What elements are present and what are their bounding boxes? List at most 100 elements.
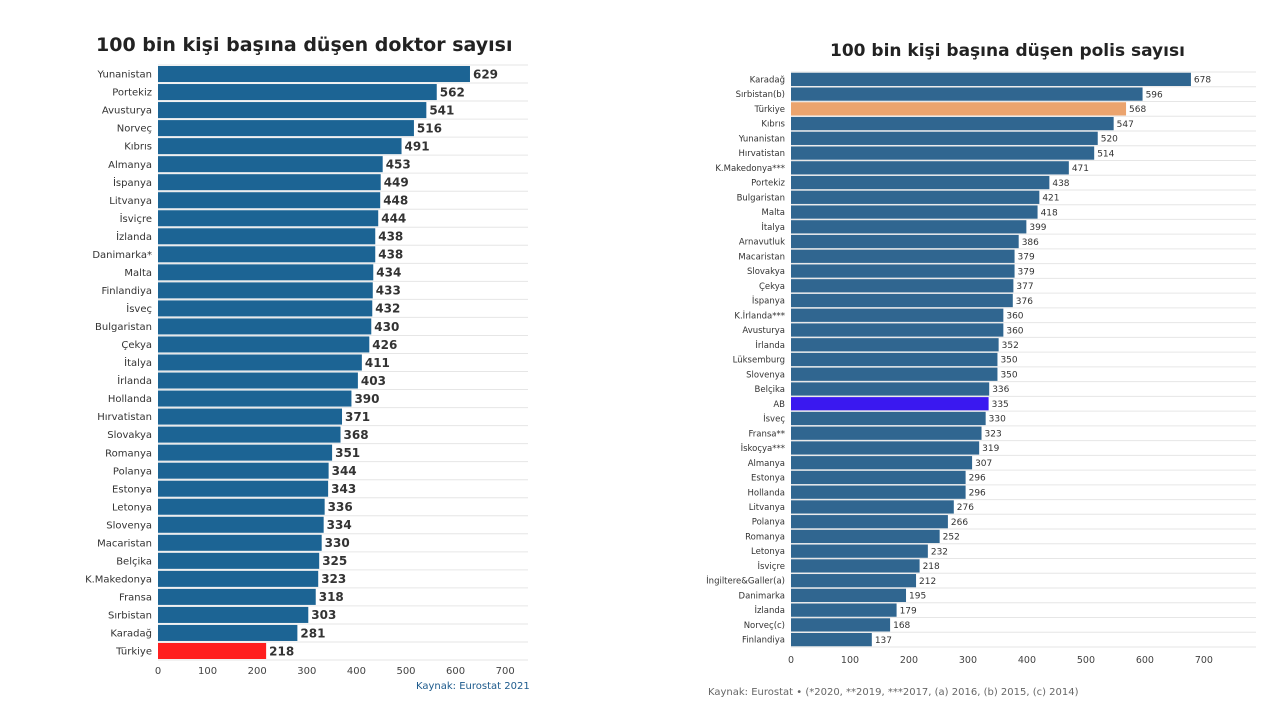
value-label: 336 <box>992 385 1009 395</box>
category-label: Slovakya <box>107 430 152 441</box>
doctor-chart-source: Kaynak: Eurostat 2021 <box>416 681 530 692</box>
value-label: 562 <box>440 85 465 99</box>
x-tick-label: 200 <box>248 666 267 677</box>
value-label: 323 <box>321 572 346 586</box>
bar <box>791 485 966 499</box>
value-label: 335 <box>992 400 1009 410</box>
bar <box>791 308 1004 322</box>
category-label: Türkiye <box>754 105 785 115</box>
doctor-chart-title: 100 bin kişi başına düşen doktor sayısı <box>96 34 513 56</box>
doctor-chart: 100 bin kişi başına düşen doktor sayısı … <box>85 34 530 692</box>
bar <box>791 529 940 544</box>
value-label: 568 <box>1129 105 1146 115</box>
value-label: 168 <box>893 621 910 631</box>
value-label: 379 <box>1018 267 1035 277</box>
category-label: Karadağ <box>110 628 152 640</box>
category-label: Fransa <box>119 592 152 603</box>
bar <box>791 323 1004 337</box>
value-label: 325 <box>322 554 347 568</box>
x-tick-label: 100 <box>198 666 217 677</box>
value-label: 448 <box>383 194 408 208</box>
value-label: 403 <box>361 374 386 388</box>
value-label: 678 <box>1194 76 1211 86</box>
bar <box>158 354 362 371</box>
value-label: 281 <box>300 626 325 640</box>
bar <box>158 246 376 263</box>
bar <box>158 84 437 101</box>
category-label: Litvanya <box>749 503 785 513</box>
value-label: 360 <box>1006 326 1023 336</box>
category-label: Letonya <box>112 502 152 513</box>
bar <box>791 205 1038 219</box>
police-chart-title: 100 bin kişi başına düşen polis sayısı <box>830 41 1185 61</box>
category-label: Bulgaristan <box>737 193 785 203</box>
x-tick-label: 300 <box>297 666 316 677</box>
category-label: Almanya <box>108 160 152 171</box>
x-tick-label: 600 <box>446 666 465 677</box>
x-tick-label: 500 <box>396 666 415 677</box>
value-label: 360 <box>1006 312 1023 322</box>
value-label: 390 <box>354 392 379 406</box>
bar <box>791 175 1050 190</box>
x-tick-label: 100 <box>841 655 859 666</box>
bar <box>158 606 309 623</box>
value-label: 520 <box>1101 135 1118 145</box>
value-label: 377 <box>1016 282 1033 292</box>
category-label: Norveç <box>117 124 152 135</box>
bar <box>791 603 897 617</box>
category-label: İtalya <box>124 356 152 369</box>
category-label: Sırbistan <box>108 611 152 622</box>
category-label: Litvanya <box>109 196 152 207</box>
bar <box>158 66 470 83</box>
category-label: Finlandiya <box>742 636 785 646</box>
x-tick-label: 0 <box>155 666 161 677</box>
category-label: Yunanistan <box>738 134 785 144</box>
bar <box>791 116 1114 131</box>
x-tick-label: 300 <box>959 655 977 666</box>
value-label: 438 <box>1052 179 1069 189</box>
value-label: 296 <box>969 488 986 498</box>
bar <box>791 87 1143 101</box>
category-label: Karadağ <box>750 75 785 85</box>
value-label: 252 <box>943 533 960 543</box>
bar <box>158 642 267 659</box>
category-label: Hırvatistan <box>738 149 785 159</box>
category-label: K.Makedonya <box>85 574 152 585</box>
value-label: 276 <box>957 503 974 513</box>
category-label: İsviçre <box>757 561 785 572</box>
bar <box>158 534 322 551</box>
value-label: 434 <box>376 266 401 280</box>
category-label: Slovakya <box>747 267 785 277</box>
bar <box>791 633 872 647</box>
value-label: 596 <box>1146 90 1163 100</box>
value-label: 444 <box>381 212 406 226</box>
category-label: Avusturya <box>102 106 152 117</box>
category-label: İsviçre <box>120 212 152 225</box>
value-label: 352 <box>1002 341 1019 351</box>
value-label: 453 <box>386 157 411 171</box>
category-label: Kıbrıs <box>761 120 785 130</box>
category-label: Yunanistan <box>97 70 152 81</box>
x-tick-label: 500 <box>1077 655 1095 666</box>
category-label: İspanya <box>113 176 152 189</box>
value-label: 336 <box>328 500 353 514</box>
category-label: Çekya <box>121 340 152 351</box>
bar <box>158 210 379 227</box>
bar <box>791 500 954 514</box>
category-label: Lüksemburg <box>733 356 785 366</box>
value-label: 330 <box>325 536 350 550</box>
category-label: Danimarka <box>739 591 785 601</box>
bar <box>791 338 999 352</box>
value-label: 491 <box>405 139 430 153</box>
bar <box>158 624 298 641</box>
bar <box>158 444 333 461</box>
value-label: 319 <box>982 444 999 454</box>
category-label: Hırvatistan <box>97 412 152 423</box>
bar <box>158 174 381 191</box>
value-label: 334 <box>327 518 352 532</box>
bar <box>158 516 324 533</box>
value-label: 629 <box>473 67 498 81</box>
value-label: 376 <box>1016 297 1033 307</box>
category-label: Slovenya <box>106 520 152 531</box>
value-label: 350 <box>1000 356 1017 366</box>
